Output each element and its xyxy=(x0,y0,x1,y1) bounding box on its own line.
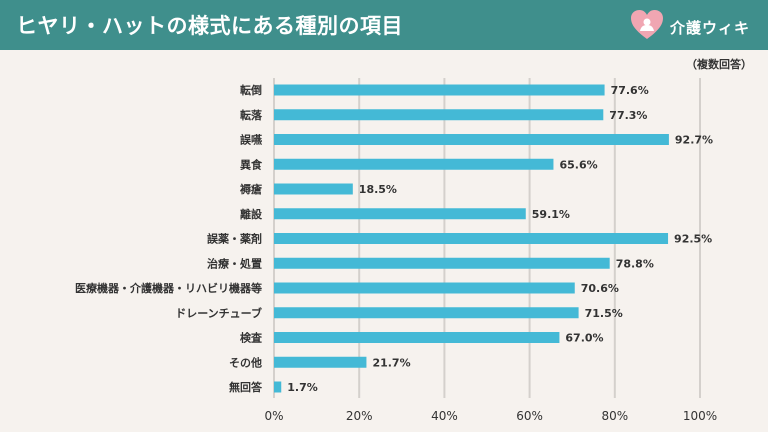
category-label: 検査 xyxy=(240,331,262,345)
bar xyxy=(274,84,605,96)
x-tick-label: 100% xyxy=(683,409,717,423)
bar xyxy=(274,183,353,195)
x-tick-label: 20% xyxy=(346,409,373,423)
bar xyxy=(274,257,610,269)
category-label: 医療機器・介護機器・リハビリ機器等 xyxy=(75,281,262,295)
category-label: その他 xyxy=(229,355,262,369)
category-label: 転倒 xyxy=(240,83,262,97)
value-label: 65.6% xyxy=(559,158,597,171)
category-label: 転落 xyxy=(240,108,263,122)
x-tick-label: 60% xyxy=(516,409,543,423)
category-label: 誤嚥 xyxy=(240,133,262,147)
bar xyxy=(274,282,575,294)
value-label: 1.7% xyxy=(287,381,318,394)
page-title: ヒヤリ・ハットの様式にある種別の項目 xyxy=(16,14,403,38)
bar xyxy=(274,356,367,368)
category-label: 無回答 xyxy=(229,380,263,394)
value-label: 67.0% xyxy=(565,332,603,345)
value-label: 21.7% xyxy=(372,356,410,369)
header-bar: ヒヤリ・ハットの様式にある種別の項目 介護ウィキ xyxy=(0,0,768,50)
brand-name: 介護ウィキ xyxy=(669,18,750,37)
bar xyxy=(274,233,669,244)
bar xyxy=(274,307,579,319)
bar xyxy=(274,208,526,220)
value-label: 77.6% xyxy=(611,84,649,97)
brand-logo[interactable]: 介護ウィキ xyxy=(630,9,750,45)
bar xyxy=(274,381,282,393)
category-label: 誤薬・薬剤 xyxy=(207,232,262,246)
value-label: 18.5% xyxy=(359,183,397,196)
category-label: 褥瘡 xyxy=(239,182,263,196)
x-tick-label: 40% xyxy=(431,409,458,423)
bar xyxy=(274,134,669,145)
bar xyxy=(274,158,554,170)
bar xyxy=(274,332,560,343)
category-label: 異食 xyxy=(240,157,263,171)
heart-logo-icon xyxy=(630,9,664,45)
x-tick-label: 0% xyxy=(264,409,283,423)
value-label: 92.5% xyxy=(674,233,712,246)
category-label: 離設 xyxy=(240,207,263,221)
category-label: ドレーンチューブ xyxy=(175,306,262,320)
category-label: 治療・処置 xyxy=(207,256,262,270)
value-label: 70.6% xyxy=(581,282,619,295)
value-label: 71.5% xyxy=(585,307,623,320)
value-label: 78.8% xyxy=(616,257,654,270)
x-tick-label: 80% xyxy=(601,409,628,423)
value-label: 92.7% xyxy=(675,134,713,147)
bar xyxy=(274,109,604,121)
value-label: 77.3% xyxy=(609,109,647,122)
multiple-answer-note: （複数回答） xyxy=(686,58,752,71)
value-label: 59.1% xyxy=(532,208,570,221)
